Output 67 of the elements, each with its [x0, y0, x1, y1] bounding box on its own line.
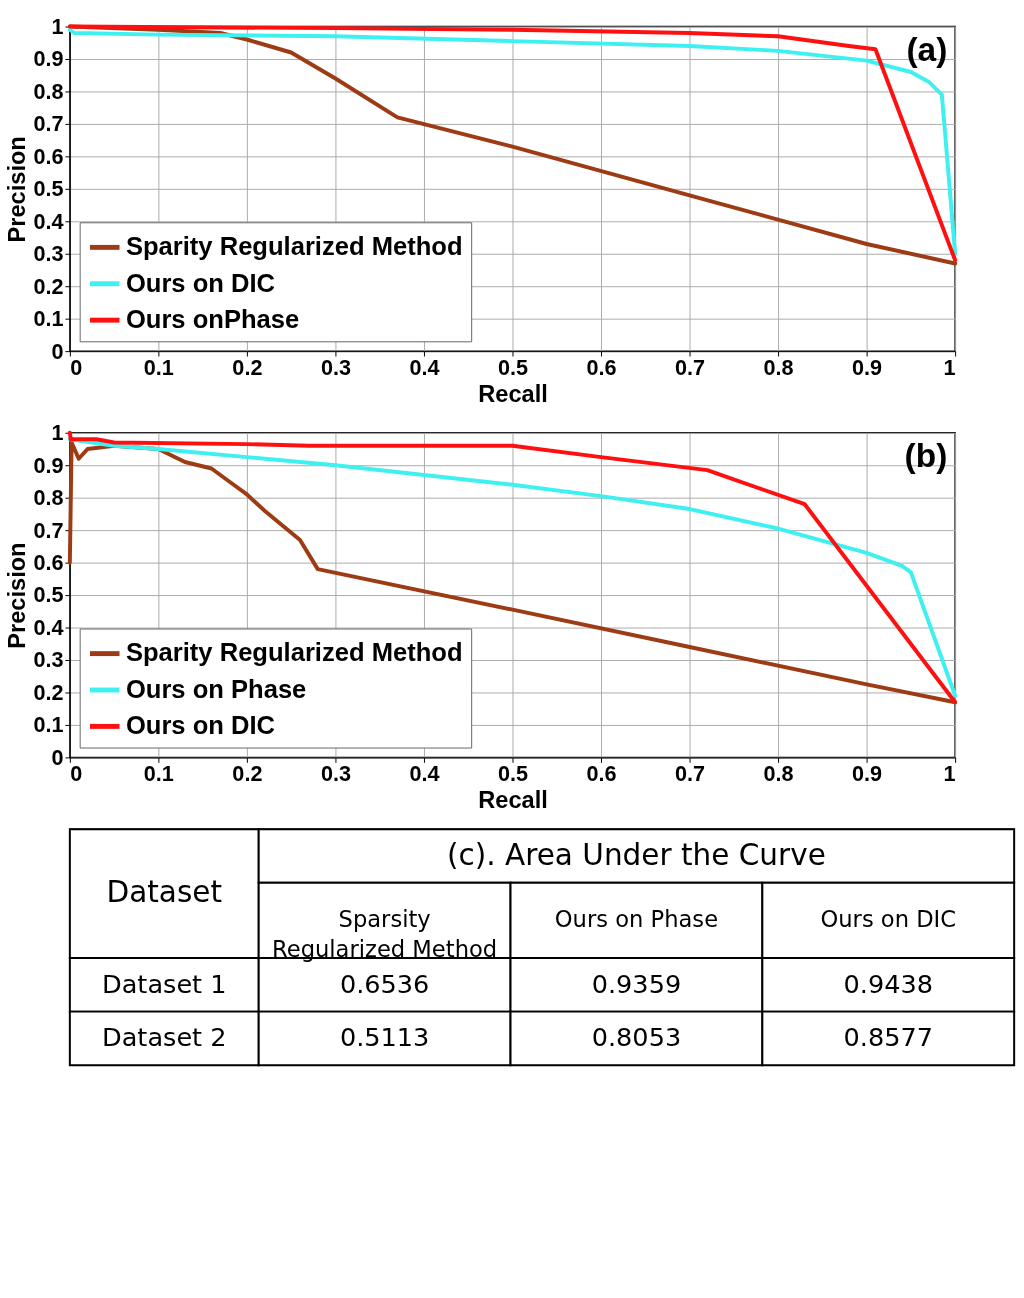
y-tick-label: 1 [51, 13, 64, 39]
x-axis-title: Recall [478, 380, 548, 407]
x-tick-label: Sparsity Regularized Method [272, 906, 498, 962]
y-tick-label: 0.3 [33, 647, 64, 673]
y-tick-label: 0.8 [33, 78, 64, 104]
y-tick-label: 0 [51, 338, 64, 364]
legend-label: Ours on Phase [125, 674, 307, 703]
x-tick-label: 0.6 [586, 355, 617, 381]
y-tick-label: 0.9 [33, 46, 64, 72]
legend-label: Ours onPhase [125, 305, 300, 334]
legend-label: Sparity Regularized Method [125, 232, 463, 261]
x-tick-label: 0 [70, 355, 83, 381]
x-tick-label: 0.8 [763, 761, 794, 787]
data-label: 0.8053 [591, 1022, 682, 1053]
y-tick-label: 0.1 [33, 712, 64, 738]
y-tick-label: Dataset 2 [102, 1022, 227, 1053]
data-label: 0.5113 [339, 1022, 430, 1053]
y-tick-label: 1 [51, 420, 64, 446]
annotation: (a) [906, 30, 948, 68]
x-tick-label: 1 [943, 355, 956, 381]
x-tick-label: 0 [70, 761, 83, 787]
y-tick-label: 0.9 [33, 452, 64, 478]
x-tick-label: 0.6 [586, 761, 617, 787]
x-tick-label: 0.2 [232, 761, 263, 787]
y-axis-title: Dataset [106, 875, 223, 910]
x-axis-title: Recall [478, 787, 548, 814]
x-tick-label: 0.7 [675, 355, 706, 381]
y-tick-label: 0.4 [33, 614, 64, 640]
x-tick-label: 0.5 [497, 355, 529, 381]
x-tick-label: 0.4 [409, 355, 440, 381]
x-tick-label: 0.3 [320, 761, 351, 787]
data-label: 0.6536 [339, 968, 430, 999]
y-axis-title: Precision [3, 542, 30, 649]
x-tick-label: 0.3 [320, 355, 351, 381]
x-tick-label: 0.7 [675, 761, 706, 787]
x-tick-label: 0.9 [852, 355, 883, 381]
y-axis-title: Precision [3, 136, 30, 243]
data-label: 0.9438 [843, 968, 933, 999]
y-tick-label: 0.3 [33, 241, 64, 267]
y-tick-label: 0.1 [33, 306, 64, 332]
y-tick-label: 0.2 [33, 273, 64, 299]
y-tick-label: 0.2 [33, 679, 64, 705]
y-tick-label: 0.7 [33, 111, 64, 137]
legend-label: Ours on DIC [125, 711, 276, 740]
y-tick-label: 0.7 [33, 517, 64, 543]
annotation: (b) [904, 437, 948, 475]
y-tick-label: 0.8 [33, 485, 64, 511]
y-tick-label: 0.6 [33, 143, 64, 169]
y-tick-label: 0.5 [33, 582, 64, 608]
x-tick-label: 0.4 [409, 761, 440, 787]
x-tick-label: 1 [943, 761, 956, 787]
x-tick-label: Ours on Phase [554, 906, 719, 933]
legend-label: Sparity Regularized Method [125, 638, 463, 667]
x-tick-label: 0.9 [852, 761, 883, 787]
y-tick-label: Dataset 1 [102, 968, 227, 999]
legend-label: Ours on DIC [125, 268, 276, 297]
data-label: 0.9359 [591, 968, 682, 999]
y-tick-label: 0.6 [33, 550, 64, 575]
data-label: 0.8577 [843, 1022, 933, 1053]
x-tick-label: Ours on DIC [820, 906, 957, 933]
x-tick-label: 0.8 [763, 355, 794, 381]
y-tick-label: 0.4 [33, 208, 64, 234]
chart-title: (c). Area Under the Curve [447, 837, 826, 872]
y-tick-label: 0 [51, 744, 64, 770]
y-tick-label: 0.5 [33, 176, 64, 202]
x-tick-label: 0.5 [497, 761, 529, 787]
x-tick-label: 0.2 [232, 355, 263, 381]
